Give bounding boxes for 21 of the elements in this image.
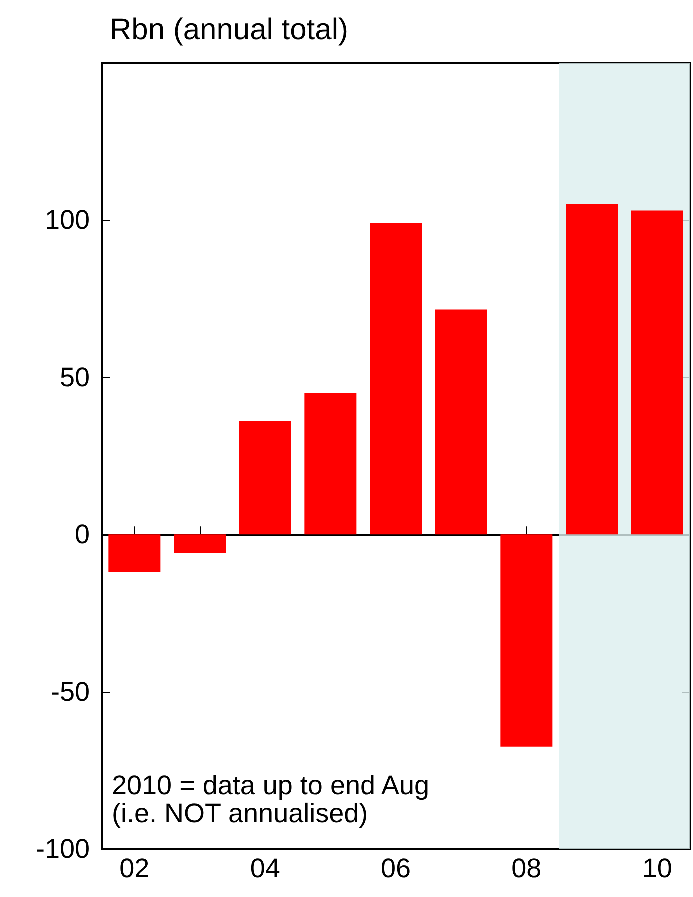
chart-title: Rbn (annual total) [110,14,348,46]
y-tick-label: 50 [60,362,90,392]
x-tick-label: 02 [120,854,150,884]
x-tick-label: 08 [512,854,542,884]
bar [566,204,618,535]
bar [239,421,292,535]
bar [304,393,357,535]
annotation: 2010 = data up to end Aug [112,770,430,800]
x-tick-label: 04 [250,854,280,884]
bar [174,534,226,554]
x-tick-label: 06 [380,854,412,884]
bar [500,534,553,747]
bar [370,223,422,535]
bar [108,534,161,572]
bar [435,310,488,535]
y-tick-label: 100 [44,205,90,236]
y-tick-label: 0 [74,520,90,550]
y-tick-label: -100 [36,834,90,864]
y-tick-label: -50 [50,676,90,707]
x-tick-label: 10 [642,854,672,884]
bar [631,210,684,535]
